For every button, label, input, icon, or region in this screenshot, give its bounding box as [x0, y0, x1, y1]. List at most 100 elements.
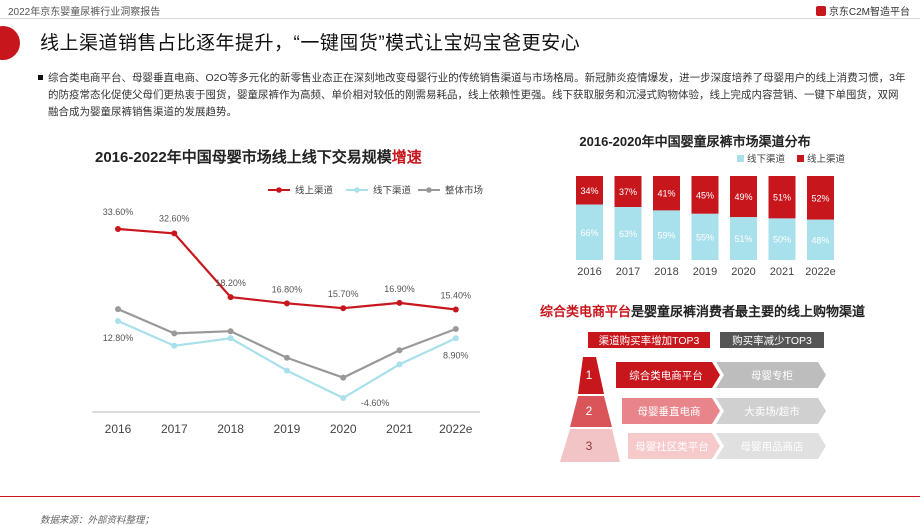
bar-label-online-0: 34% [580, 186, 598, 196]
data-label-online-6: 15.40% [441, 291, 472, 301]
x-tick-label: 2021 [386, 422, 413, 436]
bar-online-6 [807, 176, 834, 220]
data-point-0-5 [396, 299, 403, 306]
data-label-offline-6: 8.90% [443, 350, 469, 360]
data-point-1-0 [115, 318, 121, 325]
bar-label-online-6: 52% [811, 193, 829, 203]
decrease-box-2 [716, 398, 826, 424]
bar-x-tick-label: 2019 [693, 266, 717, 278]
line-chart-title-highlight: 增速 [392, 148, 422, 166]
data-point-0-3 [283, 300, 290, 307]
intro-paragraph: 综合类电商平台、母婴垂直电商、O2O等多元化的新零售业态正在深刻地改变母婴行业的… [38, 70, 908, 121]
increase-box-1 [616, 362, 720, 388]
bar-label-offline-3: 55% [696, 232, 714, 242]
bar-label-online-4: 49% [734, 192, 752, 202]
bar-label-online-1: 37% [619, 187, 637, 197]
legend-label-2: 整体市场 [445, 185, 483, 197]
legend-label-1: 线下渠道 [373, 185, 412, 197]
data-point-2-1 [171, 330, 178, 337]
bar-label-offline-6: 48% [811, 235, 829, 245]
bar-x-tick-label: 2020 [731, 266, 755, 278]
rank-number-2: 2 [586, 404, 593, 418]
x-tick-label: 2022e [439, 422, 473, 436]
data-point-2-0 [115, 306, 121, 313]
legend-label-0: 线上渠道 [295, 185, 334, 197]
decrease-header-box [720, 332, 824, 348]
line-chart-title: 2016-2022年中国母婴市场线上线下交易规模增速 [95, 148, 422, 166]
bar-x-tick-label: 2017 [616, 266, 640, 278]
data-point-1-5 [396, 361, 403, 368]
decrease-item-2: 大卖场/超市 [744, 405, 799, 418]
decrease-item-3: 母婴用品商店 [741, 440, 804, 453]
bar-online-2 [653, 176, 680, 211]
data-point-0-0 [115, 226, 121, 232]
bar-label-offline-1: 63% [619, 229, 637, 239]
bar-online-3 [691, 176, 719, 214]
bar-label-online-5: 51% [773, 193, 791, 203]
decrease-box-1 [716, 362, 826, 388]
increase-item-1: 综合类电商平台 [629, 369, 703, 382]
data-point-1-3 [283, 367, 290, 374]
rank-number-1: 1 [586, 368, 593, 382]
decrease-item-1: 母婴专柜 [751, 369, 793, 382]
bar-online-5 [768, 176, 796, 219]
bar-online-4 [730, 176, 757, 218]
bar-legend-swatch-0 [737, 155, 744, 162]
data-label-offline-0: 12.80% [103, 333, 134, 343]
data-label-online-2: 18.20% [215, 278, 246, 288]
intro-text: 综合类电商平台、母婴垂直电商、O2O等多元化的新零售业态正在深刻地改变母婴行业的… [48, 72, 906, 118]
data-source: 数据来源：外部资料整理； [40, 515, 155, 526]
bar-x-tick-label: 2016 [577, 266, 601, 278]
data-point-1-6 [452, 335, 459, 342]
data-point-0-4 [340, 305, 347, 312]
data-point-2-4 [340, 374, 347, 381]
data-point-1-2 [227, 335, 234, 342]
bar-offline-0 [576, 204, 603, 260]
bar-offline-1 [614, 207, 642, 260]
bar-label-online-3: 45% [696, 190, 714, 200]
data-label-online-1: 32.60% [159, 213, 190, 223]
decrease-box-3 [716, 433, 826, 459]
increase-header-label: 渠道购买率增加TOP3 [599, 334, 700, 347]
legend-marker-1 [354, 187, 360, 193]
data-point-0-1 [171, 230, 178, 237]
bar-chart-title: 2016-2020年中国婴童尿裤市场渠道分布 [579, 134, 810, 149]
bar-online-1 [614, 176, 642, 208]
data-point-1-4 [340, 395, 347, 401]
bar-legend-label-0: 线下渠道 [747, 153, 786, 165]
x-tick-label: 2016 [105, 422, 132, 436]
rank-number-3: 3 [586, 439, 593, 453]
bar-offline-6 [807, 219, 834, 260]
x-tick-label: 2017 [161, 422, 188, 436]
data-point-1-1 [171, 342, 178, 349]
channel-title-rest: 是婴童尿裤消费者最主要的线上购物渠道 [630, 304, 865, 319]
bar-offline-2 [653, 210, 680, 260]
brand-logo-icon [815, 5, 826, 16]
data-point-2-3 [283, 354, 290, 361]
increase-header-box [588, 332, 710, 348]
bar-legend-swatch-1 [797, 155, 804, 162]
increase-box-2 [622, 398, 720, 424]
bar-legend-label-1: 线上渠道 [807, 153, 846, 165]
x-tick-label: 2020 [330, 422, 357, 436]
brand-name: 京东C2M智造平台 [828, 7, 910, 18]
data-point-0-6 [452, 306, 459, 313]
data-point-2-5 [396, 347, 403, 354]
bar-label-offline-2: 59% [657, 231, 675, 241]
data-label-offline-4: -4.60% [361, 398, 390, 408]
increase-item-3: 母婴社区类平台 [635, 440, 709, 453]
bar-offline-3 [691, 213, 719, 260]
data-label-online-4: 15.70% [328, 289, 359, 299]
legend-marker-0 [276, 187, 282, 193]
x-tick-label: 2019 [274, 422, 301, 436]
footer-divider [0, 496, 920, 497]
channel-title: 综合类电商平台是婴童尿裤消费者最主要的线上购物渠道 [540, 304, 865, 319]
increase-item-2: 母婴垂直电商 [638, 405, 701, 418]
bar-label-offline-4: 51% [734, 234, 752, 244]
page-title: 线上渠道销售占比逐年提升，“一键囤货”模式让宝妈宝爸更安心 [40, 33, 581, 54]
bullet-icon [38, 75, 43, 80]
line-chart-title-main: 2016-2022年中国母婴市场线上线下交易规模 [95, 148, 393, 166]
pyramid-tier-2 [570, 396, 612, 427]
data-point-0-2 [227, 294, 234, 301]
